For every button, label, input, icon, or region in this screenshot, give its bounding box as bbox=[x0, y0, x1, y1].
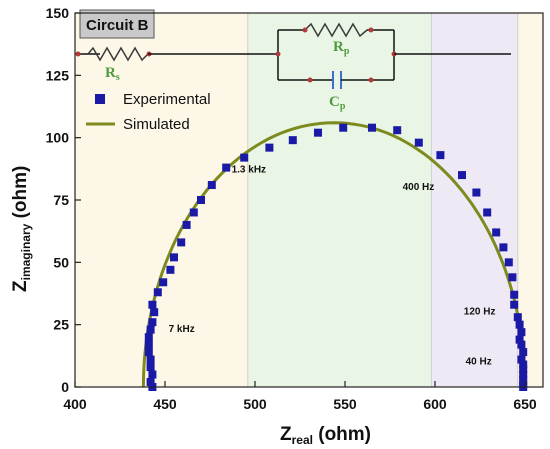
frequency-regions bbox=[75, 13, 543, 387]
data-point bbox=[240, 153, 249, 162]
data-point bbox=[519, 360, 528, 369]
node-cp-right bbox=[368, 77, 374, 83]
legend-label-simulated: Simulated bbox=[123, 116, 190, 133]
x-axis: 400 450 500 550 600 650 bbox=[63, 381, 537, 412]
data-point bbox=[288, 136, 297, 145]
rp-label: Rp bbox=[333, 39, 350, 57]
region-band bbox=[75, 13, 248, 387]
data-point bbox=[519, 348, 528, 357]
experimental-points bbox=[144, 123, 528, 391]
data-point bbox=[197, 196, 205, 204]
data-point bbox=[146, 378, 155, 387]
frequency-label: 7 kHz bbox=[169, 324, 195, 335]
region-band bbox=[431, 13, 518, 387]
node-cp-left bbox=[307, 77, 313, 83]
data-point bbox=[499, 243, 508, 252]
cp-label: Cp bbox=[329, 94, 346, 112]
data-point bbox=[517, 328, 526, 337]
data-point bbox=[146, 325, 155, 334]
data-point bbox=[515, 320, 524, 329]
circuit-badge-label: Circuit B bbox=[86, 17, 149, 34]
data-point bbox=[339, 123, 348, 132]
data-point bbox=[170, 253, 178, 262]
data-point bbox=[159, 278, 168, 287]
data-point bbox=[513, 313, 522, 322]
x-tick-label: 600 bbox=[423, 396, 447, 412]
y-tick-label: 100 bbox=[46, 130, 70, 146]
data-point bbox=[148, 370, 157, 379]
circuit-diagram: Circuit B Rs Rp Cp bbox=[75, 9, 511, 112]
data-point bbox=[182, 220, 191, 229]
legend-marker-experimental bbox=[95, 94, 105, 104]
node-rs-left bbox=[75, 51, 81, 57]
x-tick-label: 650 bbox=[513, 396, 537, 412]
data-point bbox=[144, 333, 153, 342]
data-point bbox=[510, 300, 519, 309]
frequency-label: 40 Hz bbox=[466, 357, 492, 368]
data-point bbox=[472, 188, 481, 197]
y-tick-label: 150 bbox=[46, 5, 70, 21]
legend: Experimental Simulated bbox=[86, 91, 211, 133]
data-point bbox=[150, 308, 159, 317]
node-junction-left bbox=[275, 51, 281, 57]
x-axis-title: Zreal (ohm) bbox=[280, 424, 371, 447]
data-point bbox=[148, 318, 157, 327]
x-tick-label: 450 bbox=[153, 396, 177, 412]
data-point bbox=[515, 335, 524, 344]
y-tick-label: 0 bbox=[61, 379, 69, 395]
data-point bbox=[146, 355, 155, 364]
data-point bbox=[519, 370, 528, 379]
frequency-label: 1.3 kHz bbox=[232, 165, 266, 176]
y-tick-label: 75 bbox=[53, 192, 69, 208]
x-tick-label: 400 bbox=[63, 396, 87, 412]
data-point bbox=[483, 208, 492, 217]
data-point bbox=[146, 363, 155, 372]
data-point bbox=[414, 138, 423, 147]
data-point bbox=[517, 355, 526, 364]
data-point bbox=[144, 348, 153, 357]
rs-label: Rs bbox=[105, 65, 120, 83]
data-point bbox=[153, 288, 162, 297]
data-point bbox=[519, 365, 528, 374]
data-point bbox=[177, 238, 186, 247]
y-tick-label: 50 bbox=[53, 254, 69, 270]
data-point bbox=[504, 258, 513, 267]
node-rp-left bbox=[302, 27, 308, 33]
data-point bbox=[368, 123, 376, 132]
x-tick-label: 550 bbox=[333, 396, 357, 412]
data-point bbox=[517, 340, 526, 349]
data-point bbox=[189, 208, 198, 217]
frequency-label: 400 Hz bbox=[403, 182, 435, 193]
data-point bbox=[148, 300, 157, 309]
legend-label-experimental: Experimental bbox=[123, 91, 211, 108]
data-point bbox=[265, 143, 274, 152]
data-point bbox=[207, 181, 216, 190]
simulated-curve bbox=[141, 121, 527, 388]
data-point bbox=[166, 265, 175, 274]
frequency-label: 120 Hz bbox=[464, 307, 496, 318]
resistor-rp bbox=[304, 22, 368, 38]
data-point bbox=[508, 273, 517, 282]
y-tick-label: 125 bbox=[46, 67, 70, 83]
node-rp-right bbox=[368, 27, 374, 33]
resistor-rs bbox=[87, 46, 149, 62]
data-point bbox=[222, 163, 231, 172]
data-point bbox=[144, 340, 153, 349]
data-point bbox=[492, 228, 501, 237]
x-tick-label: 500 bbox=[243, 396, 267, 412]
data-point bbox=[458, 171, 466, 180]
simulated-line bbox=[141, 121, 527, 388]
circuit-badge-box bbox=[79, 9, 155, 39]
data-point bbox=[436, 151, 445, 160]
data-point bbox=[393, 126, 402, 135]
data-point bbox=[510, 290, 519, 299]
data-point bbox=[314, 128, 322, 137]
data-point bbox=[519, 375, 528, 384]
frequency-annotations: 1.3 kHz 400 Hz 7 kHz 120 Hz 40 Hz bbox=[169, 165, 496, 368]
y-axis: 0 25 50 75 100 125 150 bbox=[46, 5, 81, 395]
y-tick-label: 25 bbox=[53, 317, 69, 333]
y-axis-title: Zimaginary (ohm) bbox=[10, 166, 33, 292]
region-band bbox=[247, 13, 432, 387]
